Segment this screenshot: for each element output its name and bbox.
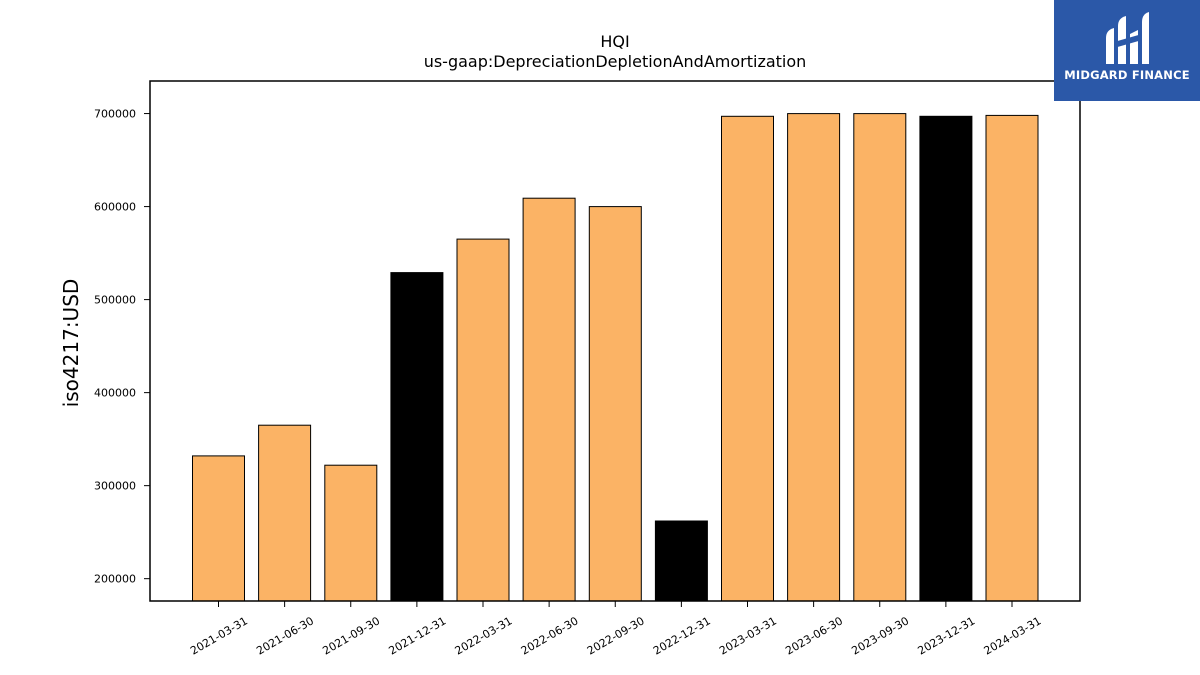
chart-subtitle: us-gaap:DepreciationDepletionAndAmortiza… — [424, 52, 807, 71]
x-tick-label: 2023-09-30 — [849, 614, 911, 657]
x-tick-label: 2021-12-31 — [387, 614, 449, 657]
y-tick-label: 300000 — [94, 480, 136, 493]
x-tick-label: 2023-03-31 — [717, 614, 779, 657]
x-tick-label: 2022-09-30 — [585, 614, 647, 657]
x-tick-label: 2024-03-31 — [982, 614, 1044, 657]
bar-2023-06-30 — [787, 113, 841, 602]
midgard-finance-logo: MIDGARD FINANCE — [1054, 0, 1200, 101]
bar-2022-06-30 — [522, 197, 576, 602]
x-tick-label: 2021-03-31 — [188, 614, 250, 657]
midgard-logo-icon — [1106, 12, 1149, 64]
y-tick-label: 200000 — [94, 573, 136, 586]
bar-2022-12-31 — [654, 520, 708, 602]
x-tick-label: 2021-09-30 — [320, 614, 382, 657]
x-axis: 2021-03-31 2021-06-30 2021-09-30 2021-12-31… — [188, 601, 1044, 658]
x-tick-label: 2022-06-30 — [519, 614, 581, 657]
bar-2022-03-31 — [456, 238, 510, 602]
logo-text: MIDGARD FINANCE — [1064, 68, 1190, 82]
y-axis-label: iso4217:USD — [59, 279, 83, 408]
bars — [192, 113, 1039, 602]
y-tick-label: 500000 — [94, 294, 136, 307]
bar-2023-03-31 — [721, 115, 774, 602]
bar-2022-09-30 — [588, 206, 642, 602]
bar-2021-03-31 — [192, 455, 245, 602]
bar-2024-03-31 — [985, 114, 1039, 602]
chart-title: HQI — [600, 32, 629, 51]
plot-frame — [149, 80, 1081, 602]
y-axis: 200000 300000 400000 500000 600000 700000 — [94, 108, 150, 586]
y-tick-label: 400000 — [94, 387, 136, 400]
bar-2021-06-30 — [258, 424, 312, 602]
x-tick-label: 2023-12-31 — [916, 614, 978, 657]
y-tick-label: 600000 — [94, 201, 136, 214]
x-tick-label: 2022-12-31 — [651, 614, 713, 657]
x-tick-label: 2023-06-30 — [783, 614, 845, 657]
x-tick-label: 2022-03-31 — [453, 614, 515, 657]
bar-2021-09-30 — [324, 464, 378, 602]
bar-2021-12-31 — [390, 272, 444, 602]
bar-2023-12-31 — [919, 115, 973, 602]
bar-2023-09-30 — [853, 113, 907, 602]
x-tick-label: 2021-06-30 — [254, 614, 316, 657]
y-tick-label: 700000 — [94, 108, 136, 121]
